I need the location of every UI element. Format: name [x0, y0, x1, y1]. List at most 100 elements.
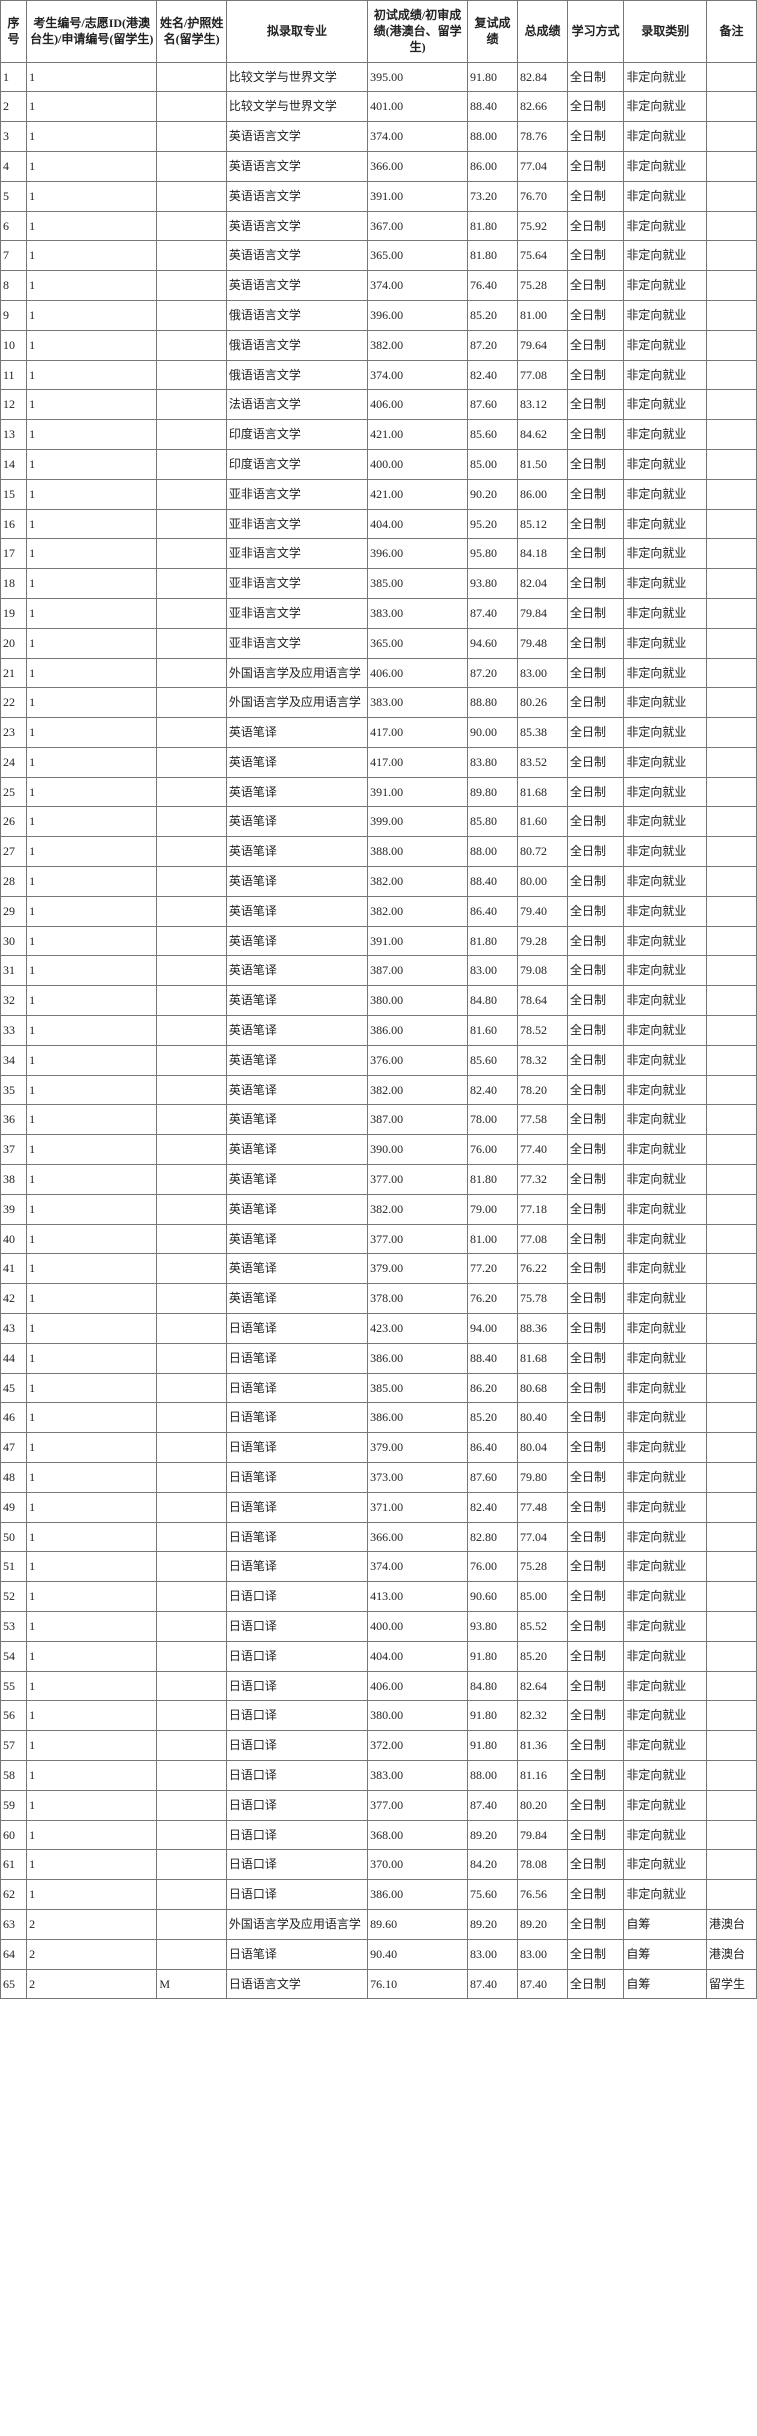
cell-major: 印度语言文学 [226, 420, 367, 450]
cell-cat: 非定向就业 [624, 1731, 707, 1761]
cell-id: 1 [27, 1373, 157, 1403]
cell-seq: 18 [1, 569, 27, 599]
table-row: 61英语语言文学367.0081.8075.92全日制非定向就业 [1, 211, 757, 241]
cell-name [157, 241, 227, 271]
cell-seq: 35 [1, 1075, 27, 1105]
cell-note [706, 926, 756, 956]
cell-seq: 9 [1, 300, 27, 330]
cell-mode: 全日制 [567, 1701, 623, 1731]
cell-cat: 自筹 [624, 1909, 707, 1939]
cell-s1: 89.60 [368, 1909, 468, 1939]
cell-s1: 395.00 [368, 62, 468, 92]
table-row: 331英语笔译386.0081.6078.52全日制非定向就业 [1, 1016, 757, 1046]
cell-major: 印度语言文学 [226, 449, 367, 479]
cell-major: 英语笔译 [226, 1135, 367, 1165]
cell-id: 1 [27, 986, 157, 1016]
cell-s1: 374.00 [368, 271, 468, 301]
cell-total: 81.36 [518, 1731, 568, 1761]
cell-s2: 91.80 [468, 1641, 518, 1671]
cell-s1: 382.00 [368, 1194, 468, 1224]
cell-major: 日语口译 [226, 1820, 367, 1850]
cell-id: 2 [27, 1939, 157, 1969]
table-row: 441日语笔译386.0088.4081.68全日制非定向就业 [1, 1343, 757, 1373]
cell-s2: 81.80 [468, 241, 518, 271]
cell-cat: 非定向就业 [624, 896, 707, 926]
cell-id: 1 [27, 1075, 157, 1105]
cell-cat: 非定向就业 [624, 688, 707, 718]
cell-s2: 81.80 [468, 211, 518, 241]
table-row: 511日语笔译374.0076.0075.28全日制非定向就业 [1, 1552, 757, 1582]
cell-id: 1 [27, 837, 157, 867]
cell-mode: 全日制 [567, 479, 623, 509]
cell-s1: 377.00 [368, 1224, 468, 1254]
cell-s1: 373.00 [368, 1463, 468, 1493]
cell-major: 日语口译 [226, 1760, 367, 1790]
cell-s2: 81.60 [468, 1016, 518, 1046]
cell-seq: 12 [1, 390, 27, 420]
cell-major: 亚非语言文学 [226, 479, 367, 509]
cell-id: 1 [27, 1165, 157, 1195]
table-row: 121法语语言文学406.0087.6083.12全日制非定向就业 [1, 390, 757, 420]
cell-s2: 89.80 [468, 777, 518, 807]
cell-mode: 全日制 [567, 986, 623, 1016]
cell-id: 1 [27, 92, 157, 122]
cell-total: 85.52 [518, 1612, 568, 1642]
cell-name [157, 1790, 227, 1820]
cell-mode: 全日制 [567, 1582, 623, 1612]
cell-id: 1 [27, 330, 157, 360]
cell-note [706, 1612, 756, 1642]
cell-id: 1 [27, 1045, 157, 1075]
cell-id: 1 [27, 1641, 157, 1671]
cell-id: 1 [27, 1492, 157, 1522]
cell-major: 外国语言学及应用语言学 [226, 658, 367, 688]
table-row: 261英语笔译399.0085.8081.60全日制非定向就业 [1, 807, 757, 837]
cell-name [157, 330, 227, 360]
cell-major: 日语口译 [226, 1731, 367, 1761]
cell-seq: 17 [1, 539, 27, 569]
cell-name [157, 1045, 227, 1075]
cell-name [157, 1433, 227, 1463]
table-row: 301英语笔译391.0081.8079.28全日制非定向就业 [1, 926, 757, 956]
cell-major: 英语笔译 [226, 1016, 367, 1046]
cell-total: 85.38 [518, 718, 568, 748]
cell-id: 1 [27, 1731, 157, 1761]
cell-id: 1 [27, 449, 157, 479]
cell-s1: 396.00 [368, 539, 468, 569]
cell-note [706, 1284, 756, 1314]
cell-cat: 非定向就业 [624, 718, 707, 748]
cell-s1: 401.00 [368, 92, 468, 122]
cell-mode: 全日制 [567, 211, 623, 241]
cell-major: 外国语言学及应用语言学 [226, 1909, 367, 1939]
cell-note [706, 777, 756, 807]
cell-seq: 45 [1, 1373, 27, 1403]
cell-total: 77.08 [518, 360, 568, 390]
cell-name [157, 390, 227, 420]
cell-s1: 406.00 [368, 658, 468, 688]
cell-seq: 60 [1, 1820, 27, 1850]
cell-total: 85.00 [518, 1582, 568, 1612]
cell-cat: 非定向就业 [624, 1045, 707, 1075]
cell-cat: 非定向就业 [624, 1701, 707, 1731]
cell-name [157, 479, 227, 509]
cell-cat: 非定向就业 [624, 1463, 707, 1493]
table-body: 11比较文学与世界文学395.0091.8082.84全日制非定向就业21比较文… [1, 62, 757, 1999]
cell-s2: 79.00 [468, 1194, 518, 1224]
cell-seq: 1 [1, 62, 27, 92]
table-row: 171亚非语言文学396.0095.8084.18全日制非定向就业 [1, 539, 757, 569]
cell-s1: 76.10 [368, 1969, 468, 1999]
col-name: 姓名/护照姓名(留学生) [157, 1, 227, 63]
cell-total: 81.16 [518, 1760, 568, 1790]
cell-s2: 82.40 [468, 1075, 518, 1105]
cell-s2: 88.80 [468, 688, 518, 718]
cell-s1: 400.00 [368, 449, 468, 479]
cell-mode: 全日制 [567, 926, 623, 956]
cell-s1: 387.00 [368, 956, 468, 986]
cell-s2: 75.60 [468, 1880, 518, 1910]
cell-name [157, 1463, 227, 1493]
cell-note [706, 1492, 756, 1522]
col-seq: 序号 [1, 1, 27, 63]
cell-cat: 非定向就业 [624, 509, 707, 539]
cell-mode: 全日制 [567, 1254, 623, 1284]
cell-total: 77.04 [518, 1522, 568, 1552]
cell-cat: 非定向就业 [624, 330, 707, 360]
